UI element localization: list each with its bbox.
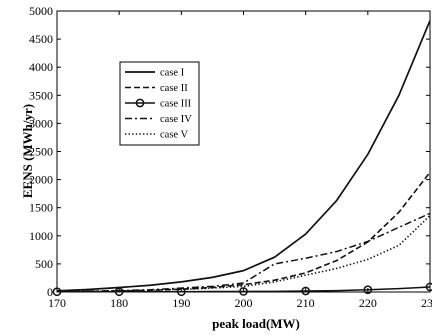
y-tick-label: 500 [35, 257, 53, 271]
y-tick-label: 2500 [29, 145, 53, 159]
x-tick-label: 230 [421, 296, 432, 310]
series-marker [239, 287, 248, 296]
x-tick-label: 210 [297, 296, 315, 310]
series-line-case-2 [56, 171, 431, 293]
series-group [52, 20, 432, 297]
legend: case I case II case III case IV case V [119, 61, 200, 146]
plot-frame [56, 10, 431, 293]
legend-label: case II [160, 83, 188, 94]
legend-label: case IV [160, 114, 192, 125]
series-marker [425, 282, 432, 292]
x-tick-label: 220 [359, 296, 377, 310]
legend-label: case V [160, 130, 189, 141]
x-tick-label: 180 [110, 296, 128, 310]
legend-marker [135, 98, 145, 108]
axes: 170 180 190 200 210 220 230 0 500 1000 1500 2000 250… [29, 4, 432, 310]
legend-label: case I [160, 68, 185, 79]
legend-label: case III [160, 99, 192, 110]
series-marker [301, 286, 311, 296]
series-line-case-1 [56, 20, 431, 292]
x-tick-label: 200 [235, 296, 253, 310]
y-tick-label: 5000 [29, 4, 53, 18]
series-line-case-5 [56, 214, 431, 293]
y-axis-label: EENS (MWh/yr) [20, 104, 35, 198]
y-tick-label: 2000 [29, 173, 53, 187]
series-marker [363, 285, 373, 295]
y-tick-label: 3500 [29, 88, 53, 102]
x-axis-label: peak load(MW) [212, 316, 300, 331]
y-tick-label: 4000 [29, 60, 53, 74]
x-tick-label: 190 [172, 296, 190, 310]
y-tick-label: 4500 [29, 32, 53, 46]
y-tick-label: 1000 [29, 229, 53, 243]
x-tick-label: 170 [48, 296, 66, 310]
series-line-case-4 [56, 212, 431, 293]
y-tick-label: 3000 [29, 116, 53, 130]
y-tick-label: 1500 [29, 201, 53, 215]
y-tick-label: 0 [47, 285, 53, 299]
